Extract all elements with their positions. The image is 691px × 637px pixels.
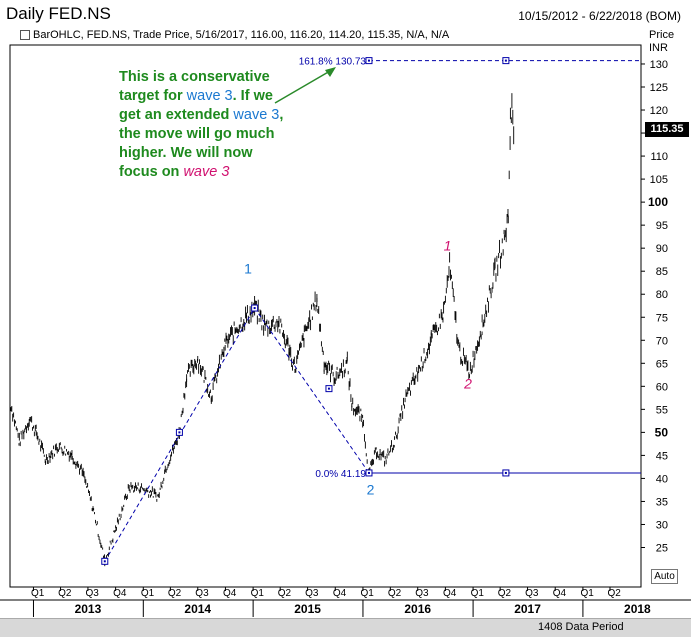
status-bar: 1408 Data Period [0, 618, 691, 637]
y-tick-label: 110 [650, 151, 668, 163]
y-tick-label: 75 [656, 312, 668, 324]
x-quarter-label: Q2 [278, 588, 292, 599]
fib-handle-dot [178, 431, 181, 434]
auto-scale-button[interactable]: Auto [651, 569, 678, 584]
ohlc-bars [9, 93, 515, 567]
annotation-segment: , the move will go much higher. We will … [119, 107, 284, 180]
x-year-label: 2013 [75, 602, 102, 616]
x-quarter-label: Q1 [471, 588, 485, 599]
fib-handle-dot [327, 387, 330, 390]
x-quarter-label: Q1 [360, 588, 374, 599]
x-quarter-label: Q2 [608, 588, 622, 599]
y-tick-label: 30 [656, 519, 668, 531]
last-price-badge: 115.35 [645, 122, 689, 137]
x-quarter-label: Q1 [31, 588, 45, 599]
arrow-icon [325, 67, 336, 77]
y-tick-label: 25 [656, 543, 668, 555]
y-tick-label: 60 [656, 381, 668, 393]
x-quarter-label: Q1 [580, 588, 594, 599]
wave-label: 2 [463, 376, 472, 392]
x-quarter-label: Q2 [388, 588, 402, 599]
y-tick-label: 120 [650, 105, 668, 117]
annotation-segment: . If we get an extended [119, 88, 273, 123]
x-quarter-label: Q3 [525, 588, 539, 599]
wave-label: 1 [444, 237, 452, 253]
x-quarter-label: Q4 [443, 588, 457, 599]
x-quarter-label: Q3 [85, 588, 99, 599]
fib-zero-label: 0.0% 41.19 [315, 469, 366, 480]
x-quarter-label: Q2 [168, 588, 182, 599]
y-tick-label: 40 [656, 473, 668, 485]
wave-label: 2 [367, 482, 375, 498]
wave-label: 1 [244, 261, 252, 277]
x-year-label: 2016 [404, 602, 431, 616]
x-quarter-label: Q4 [333, 588, 347, 599]
fib-extension-label: 161.8% 130.73 [299, 57, 367, 68]
x-year-label: 2014 [184, 602, 211, 616]
y-tick-label: 45 [656, 450, 668, 462]
y-tick-label: 95 [656, 220, 668, 232]
y-tick-label: 35 [656, 496, 668, 508]
y-tick-label: 70 [656, 335, 668, 347]
fib-handle-dot [367, 59, 370, 62]
x-quarter-label: Q4 [113, 588, 127, 599]
price-label: Price [649, 29, 675, 41]
x-quarter-label: Q3 [195, 588, 209, 599]
x-quarter-label: Q2 [58, 588, 72, 599]
fib-handle-dot [367, 471, 370, 474]
x-quarter-label: Q4 [553, 588, 567, 599]
wave-annotation: This is a conservative target for wave 3… [119, 68, 289, 182]
annotation-segment: This is a conservative target for [119, 69, 270, 104]
y-tick-label: 100 [648, 195, 668, 209]
x-quarter-label: Q1 [251, 588, 265, 599]
x-quarter-label: Q3 [305, 588, 319, 599]
x-quarter-label: Q4 [223, 588, 237, 599]
y-tick-label: 85 [656, 266, 668, 278]
currency-label: INR [649, 42, 668, 54]
fib-handle-dot [103, 560, 106, 563]
y-tick-label: 125 [650, 82, 668, 94]
y-tick-label: 90 [656, 243, 668, 255]
plot-frame [9, 44, 642, 588]
fib-handle-dot [504, 59, 507, 62]
x-year-label: 2015 [294, 602, 321, 616]
x-quarter-label: Q2 [498, 588, 512, 599]
price-axis-header: Price INR [649, 29, 674, 55]
y-tick-label: 65 [656, 358, 668, 370]
chart-title: Daily FED.NS [6, 4, 111, 23]
y-tick-label: 55 [656, 404, 668, 416]
annotation-segment: wave 3 [183, 164, 230, 180]
wave-line [254, 307, 370, 474]
legend-box-icon[interactable] [20, 30, 30, 40]
arrow-shaft [274, 70, 331, 104]
y-tick-label: 105 [650, 174, 668, 186]
y-tick-label: 50 [655, 425, 669, 439]
fib-handle-dot [504, 471, 507, 474]
x-year-label: 2017 [514, 602, 541, 616]
legend-text: BarOHLC, FED.NS, Trade Price, 5/16/2017,… [33, 29, 450, 41]
fib-handle-dot [253, 307, 256, 310]
x-year-label: 2018 [624, 602, 651, 616]
data-period-text: 1408 Data Period [538, 621, 624, 633]
series-legend: BarOHLC, FED.NS, Trade Price, 5/16/2017,… [20, 29, 449, 41]
date-range: 10/15/2012 - 6/22/2018 (BOM) [518, 9, 681, 23]
annotation-segment: wave 3 [186, 88, 233, 104]
x-quarter-label: Q3 [415, 588, 429, 599]
y-tick-label: 80 [656, 289, 668, 301]
y-tick-label: 130 [650, 59, 668, 71]
x-quarter-label: Q1 [141, 588, 155, 599]
annotation-segment: wave 3 [233, 107, 280, 123]
